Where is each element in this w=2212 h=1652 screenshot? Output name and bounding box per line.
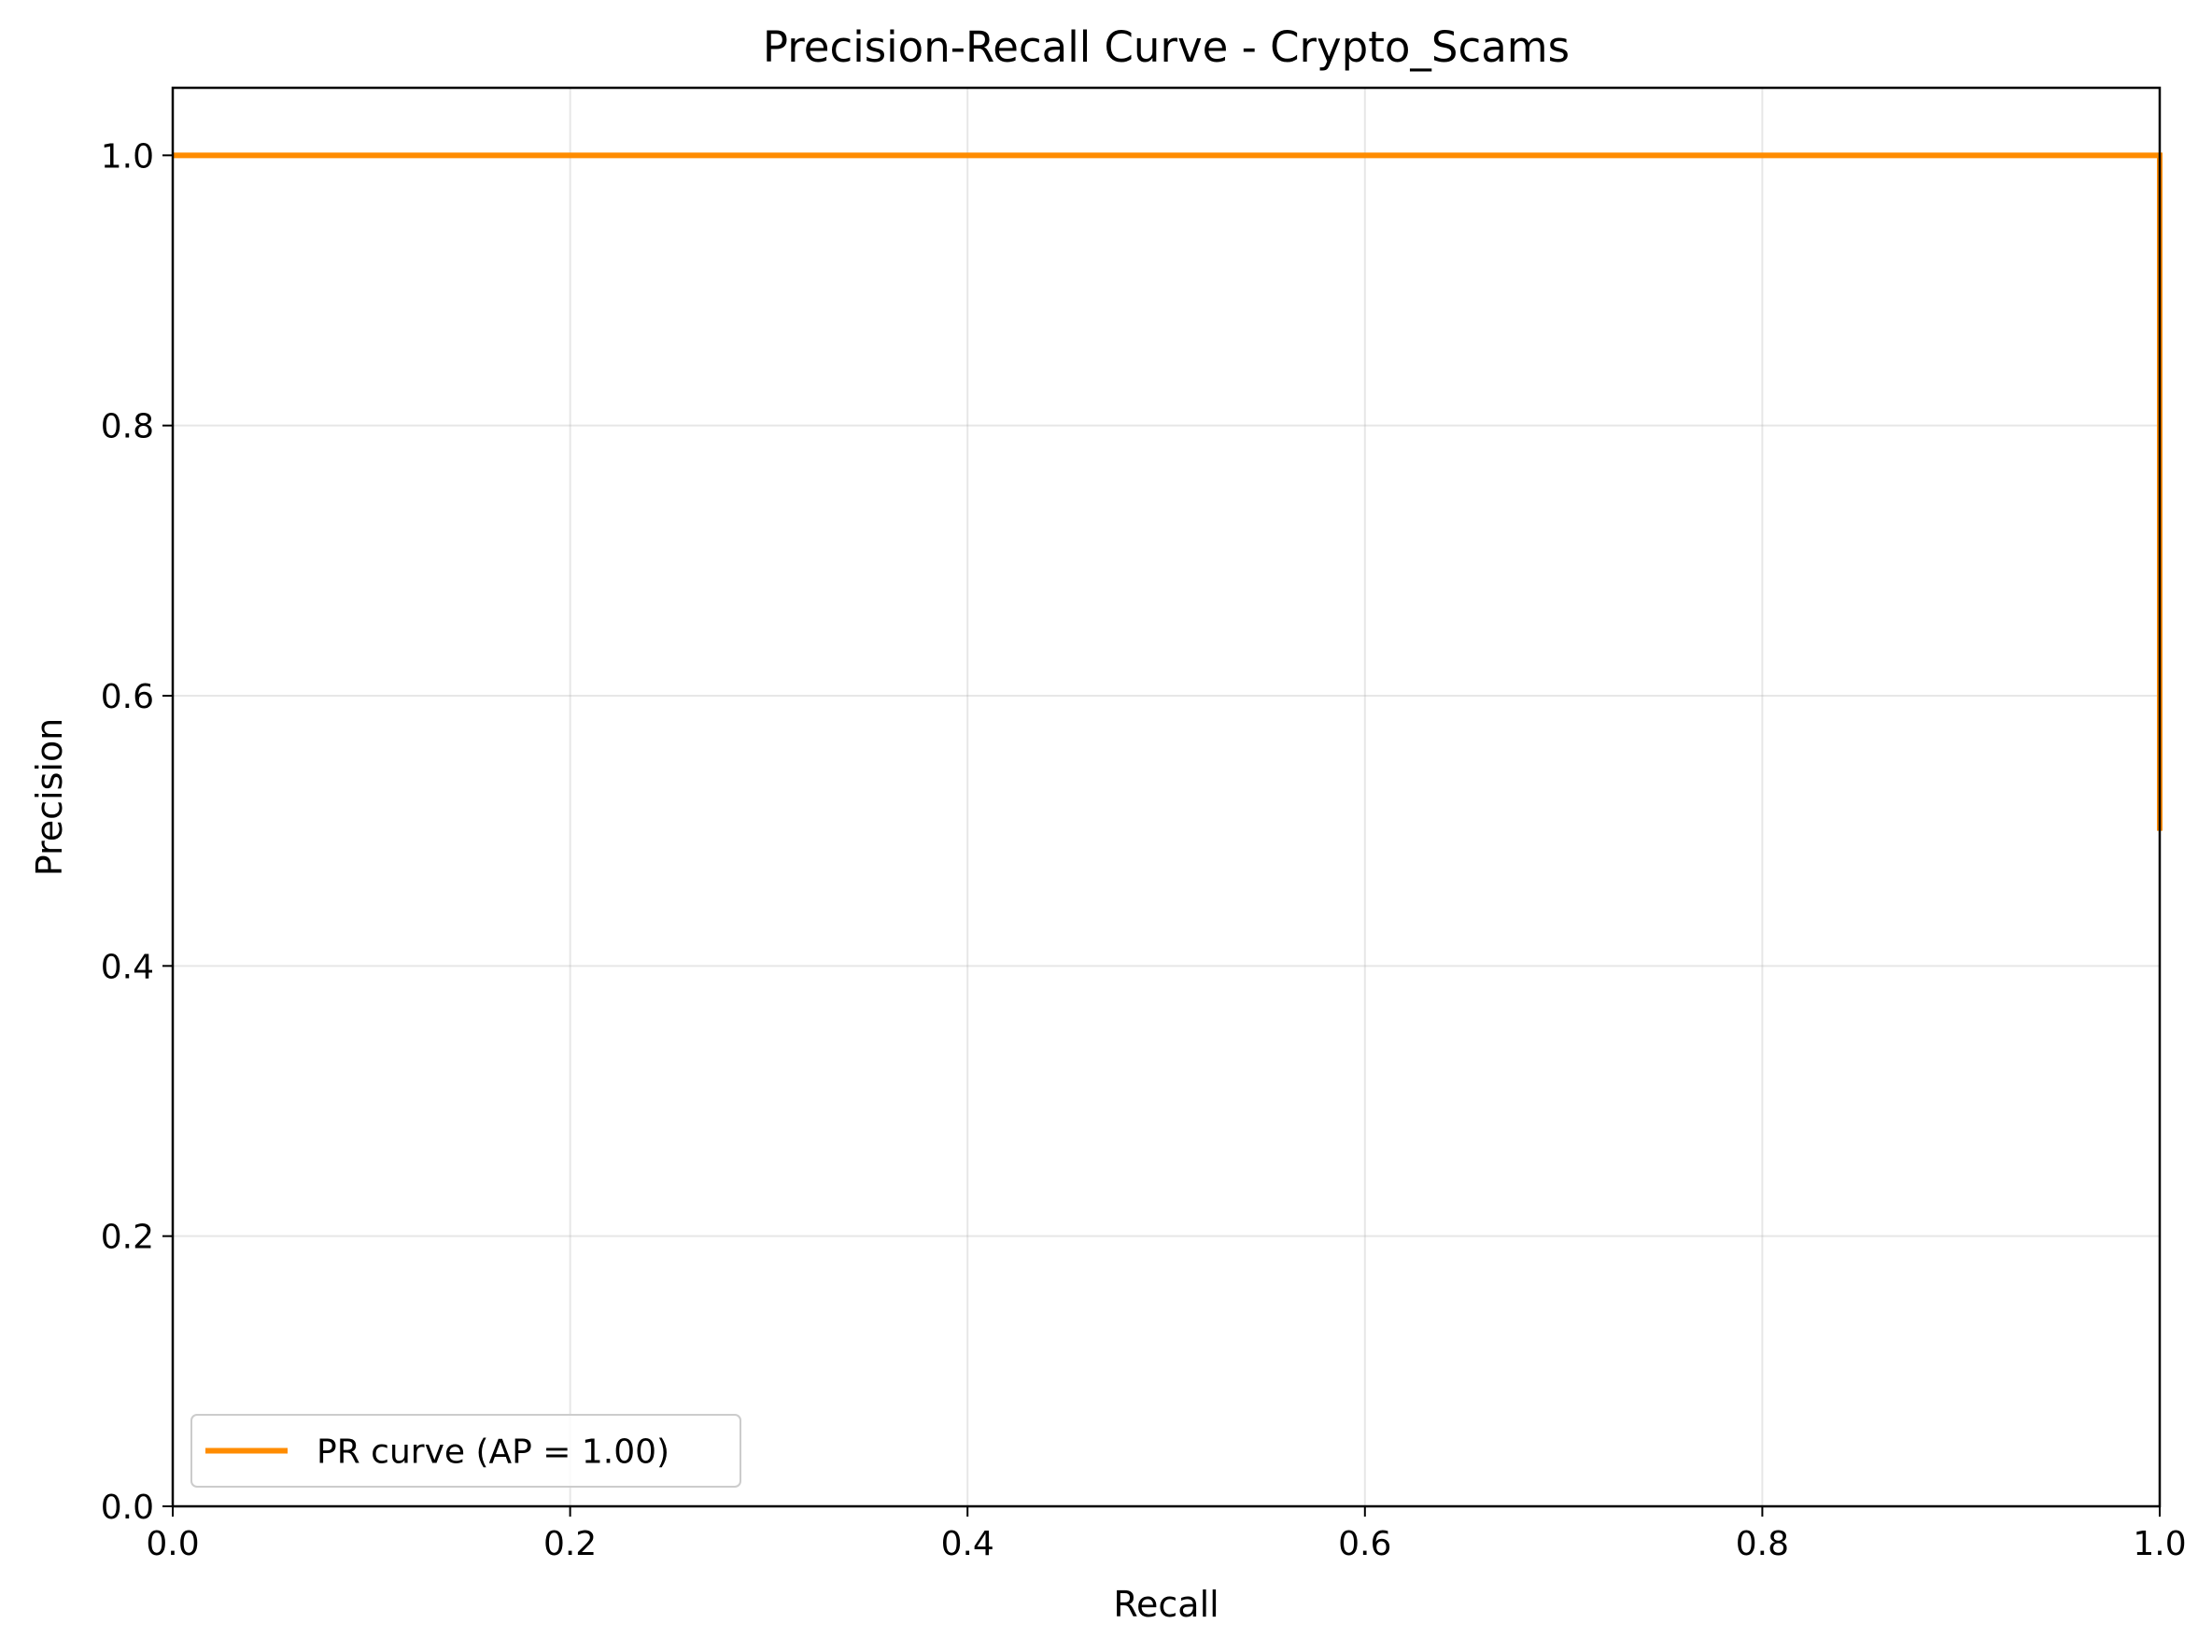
y-tick-label-4: 0.8: [101, 408, 154, 446]
y-tick-label-0: 0.0: [101, 1489, 154, 1527]
y-tick-label-2: 0.4: [101, 948, 154, 986]
x-tick-label-4: 0.8: [1736, 1525, 1789, 1563]
x-tick-label-5: 1.0: [2133, 1525, 2186, 1563]
y-axis-label: Precision: [29, 718, 70, 877]
y-tick-label-1: 0.2: [101, 1219, 154, 1257]
x-axis-label: Recall: [1113, 1584, 1219, 1625]
plot-frame: [171, 86, 2162, 1508]
ticks: 0.0 0.2 0.4 0.6 0.8 1.0 0.0 0.2 0.4 0.6 0.8 1.0: [101, 137, 2187, 1563]
x-tick-label-3: 0.6: [1338, 1525, 1391, 1563]
x-tick-label-2: 0.4: [941, 1525, 994, 1563]
legend-label: PR curve (AP = 1.00): [317, 1433, 669, 1472]
x-tick-label-0: 0.0: [146, 1525, 199, 1563]
chart-title: Precision-Recall Curve - Crypto_Scams: [763, 22, 1570, 72]
y-tick-label-5: 1.0: [101, 137, 154, 176]
x-tick-label-1: 0.2: [543, 1525, 597, 1563]
legend-box: [190, 1414, 741, 1488]
legend: PR curve (AP = 1.00): [190, 1414, 741, 1488]
y-tick-label-3: 0.6: [101, 678, 154, 716]
